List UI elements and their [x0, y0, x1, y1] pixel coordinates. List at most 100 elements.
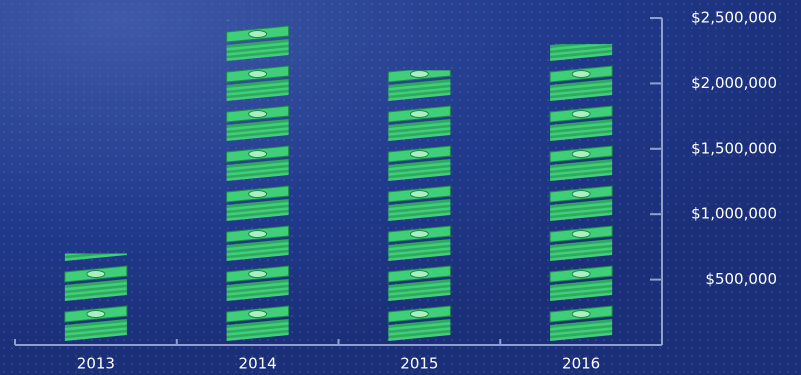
bill-layer [388, 279, 451, 288]
bar [387, 70, 451, 341]
bill-layer [388, 92, 451, 101]
bill-layer [388, 126, 451, 136]
money-icon [387, 185, 451, 221]
bill-layer [226, 209, 289, 219]
bill-layer [388, 249, 451, 259]
bill-layer [550, 249, 613, 259]
bill-seal [248, 70, 268, 78]
bill-seal [86, 270, 106, 278]
money-icon [226, 265, 290, 301]
bill-layer [388, 119, 451, 128]
bill-layer [388, 289, 451, 299]
bill-layer [550, 206, 613, 216]
money-icon [64, 305, 128, 341]
bill-layer [226, 124, 289, 134]
bill-layer [226, 39, 289, 48]
bill-layer [226, 279, 289, 288]
bill-layer [226, 321, 289, 331]
money-icon [549, 265, 613, 301]
money-icon [64, 253, 127, 261]
bill-layer [226, 161, 289, 171]
bill-layer [550, 121, 613, 131]
money-icon [549, 65, 613, 101]
bill-layer [550, 279, 613, 288]
bill-layer [388, 329, 451, 339]
bill-layer [226, 121, 289, 131]
x-tick-label: 2013 [77, 355, 115, 373]
bill-layer [550, 326, 613, 336]
bill-seal [409, 150, 429, 158]
money-icon [387, 145, 451, 181]
bill-layer [388, 169, 451, 179]
bill-layer [388, 246, 451, 256]
bill-layer [388, 84, 451, 94]
bill-layer [388, 121, 451, 131]
bill-layer [226, 244, 289, 254]
bill-seal [409, 190, 429, 198]
bill-seal [409, 230, 429, 238]
bill-layer [64, 292, 127, 301]
money-icon [226, 105, 290, 141]
bill-layer [550, 201, 613, 211]
bill-layer [388, 281, 451, 291]
bill-layer [64, 253, 127, 261]
bill-layer [550, 292, 613, 301]
money-icon [64, 265, 128, 301]
bill-layer [64, 329, 127, 339]
bill-layer [226, 206, 289, 216]
bill-layer [550, 166, 613, 176]
bill-seal [409, 70, 429, 78]
bill-layer [226, 204, 289, 214]
bill-layer [550, 164, 613, 174]
bill-seal [248, 190, 268, 198]
bill-layer [226, 249, 289, 259]
bill-layer [388, 321, 451, 331]
bill-layer [550, 132, 613, 141]
money-icon [387, 70, 451, 101]
bill-layer [388, 239, 451, 248]
bill-layer [550, 79, 613, 88]
bill-layer [550, 44, 613, 54]
bill-layer [226, 241, 289, 251]
bill-layer [388, 129, 451, 139]
bill-layer [64, 286, 127, 296]
bill-layer [388, 286, 451, 296]
bill-layer [226, 246, 289, 256]
bill-layer [226, 199, 289, 208]
bill-seal [248, 230, 268, 238]
bill-layer [388, 241, 451, 251]
bill-seal [571, 150, 591, 158]
bill-layer [388, 324, 451, 334]
bill-layer [388, 161, 451, 171]
bill-layer [226, 20, 231, 21]
bill-layer [550, 92, 613, 101]
money-icon [226, 145, 290, 181]
bill-layer [550, 119, 613, 128]
bill-layer [226, 169, 289, 179]
bill-layer [550, 161, 613, 171]
bill-layer [550, 204, 613, 214]
bill-layer [550, 244, 613, 254]
money-icon [387, 105, 451, 141]
bill-layer [226, 289, 289, 299]
bill-layer [550, 81, 613, 91]
bar [226, 20, 290, 341]
bill-layer [550, 89, 613, 99]
money-icon [226, 185, 290, 221]
bill-layer [226, 92, 289, 101]
bill-layer [388, 81, 451, 91]
money-icon [387, 225, 451, 261]
bill-layer [226, 159, 289, 168]
bill-layer [388, 124, 451, 134]
money-icon [226, 65, 290, 101]
bill-seal [571, 230, 591, 238]
bill-layer [388, 206, 451, 216]
bill-layer [226, 332, 289, 341]
bill-layer [226, 41, 289, 51]
bill-layer [550, 319, 613, 328]
bill-layer [226, 119, 289, 128]
bill-layer [550, 286, 613, 296]
bill-layer [550, 52, 613, 61]
